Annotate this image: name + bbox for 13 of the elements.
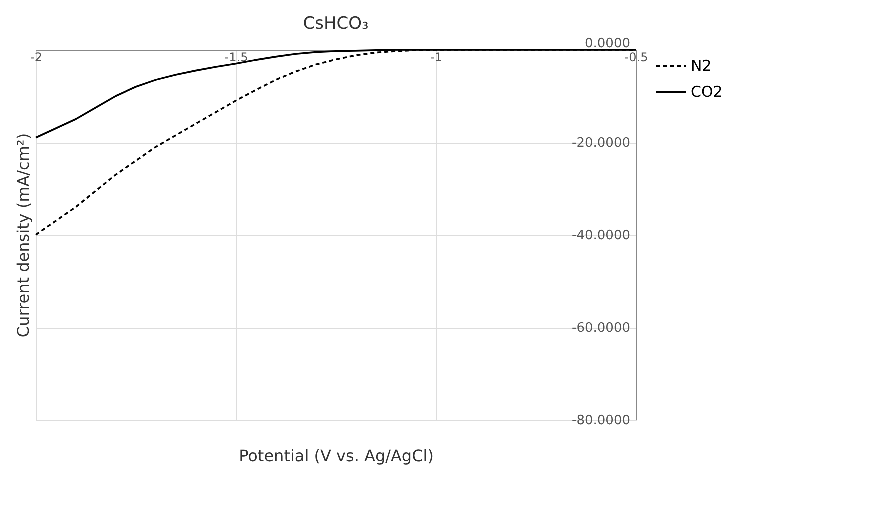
x-axis-title: Potential (V vs. Ag/AgCl) — [239, 446, 434, 466]
y-tick-label: -60.0000 — [572, 321, 630, 336]
y-tick-label: 0.0000 — [585, 36, 630, 52]
y-tick-label: -80.0000 — [572, 414, 630, 428]
chart-title: CsHCO₃ — [303, 14, 369, 34]
y-tick-label: -40.0000 — [572, 228, 630, 244]
legend-label: N2 — [691, 57, 712, 75]
y-axis-title: Current density (mA/cm²) — [14, 133, 34, 338]
y-tick-label: -20.0000 — [572, 136, 630, 151]
x-tick-label: -2 — [30, 50, 42, 64]
legend-label: CO2 — [691, 83, 723, 101]
x-tick-label: -1 — [430, 50, 442, 64]
x-tick-label: -1.5 — [224, 50, 248, 64]
